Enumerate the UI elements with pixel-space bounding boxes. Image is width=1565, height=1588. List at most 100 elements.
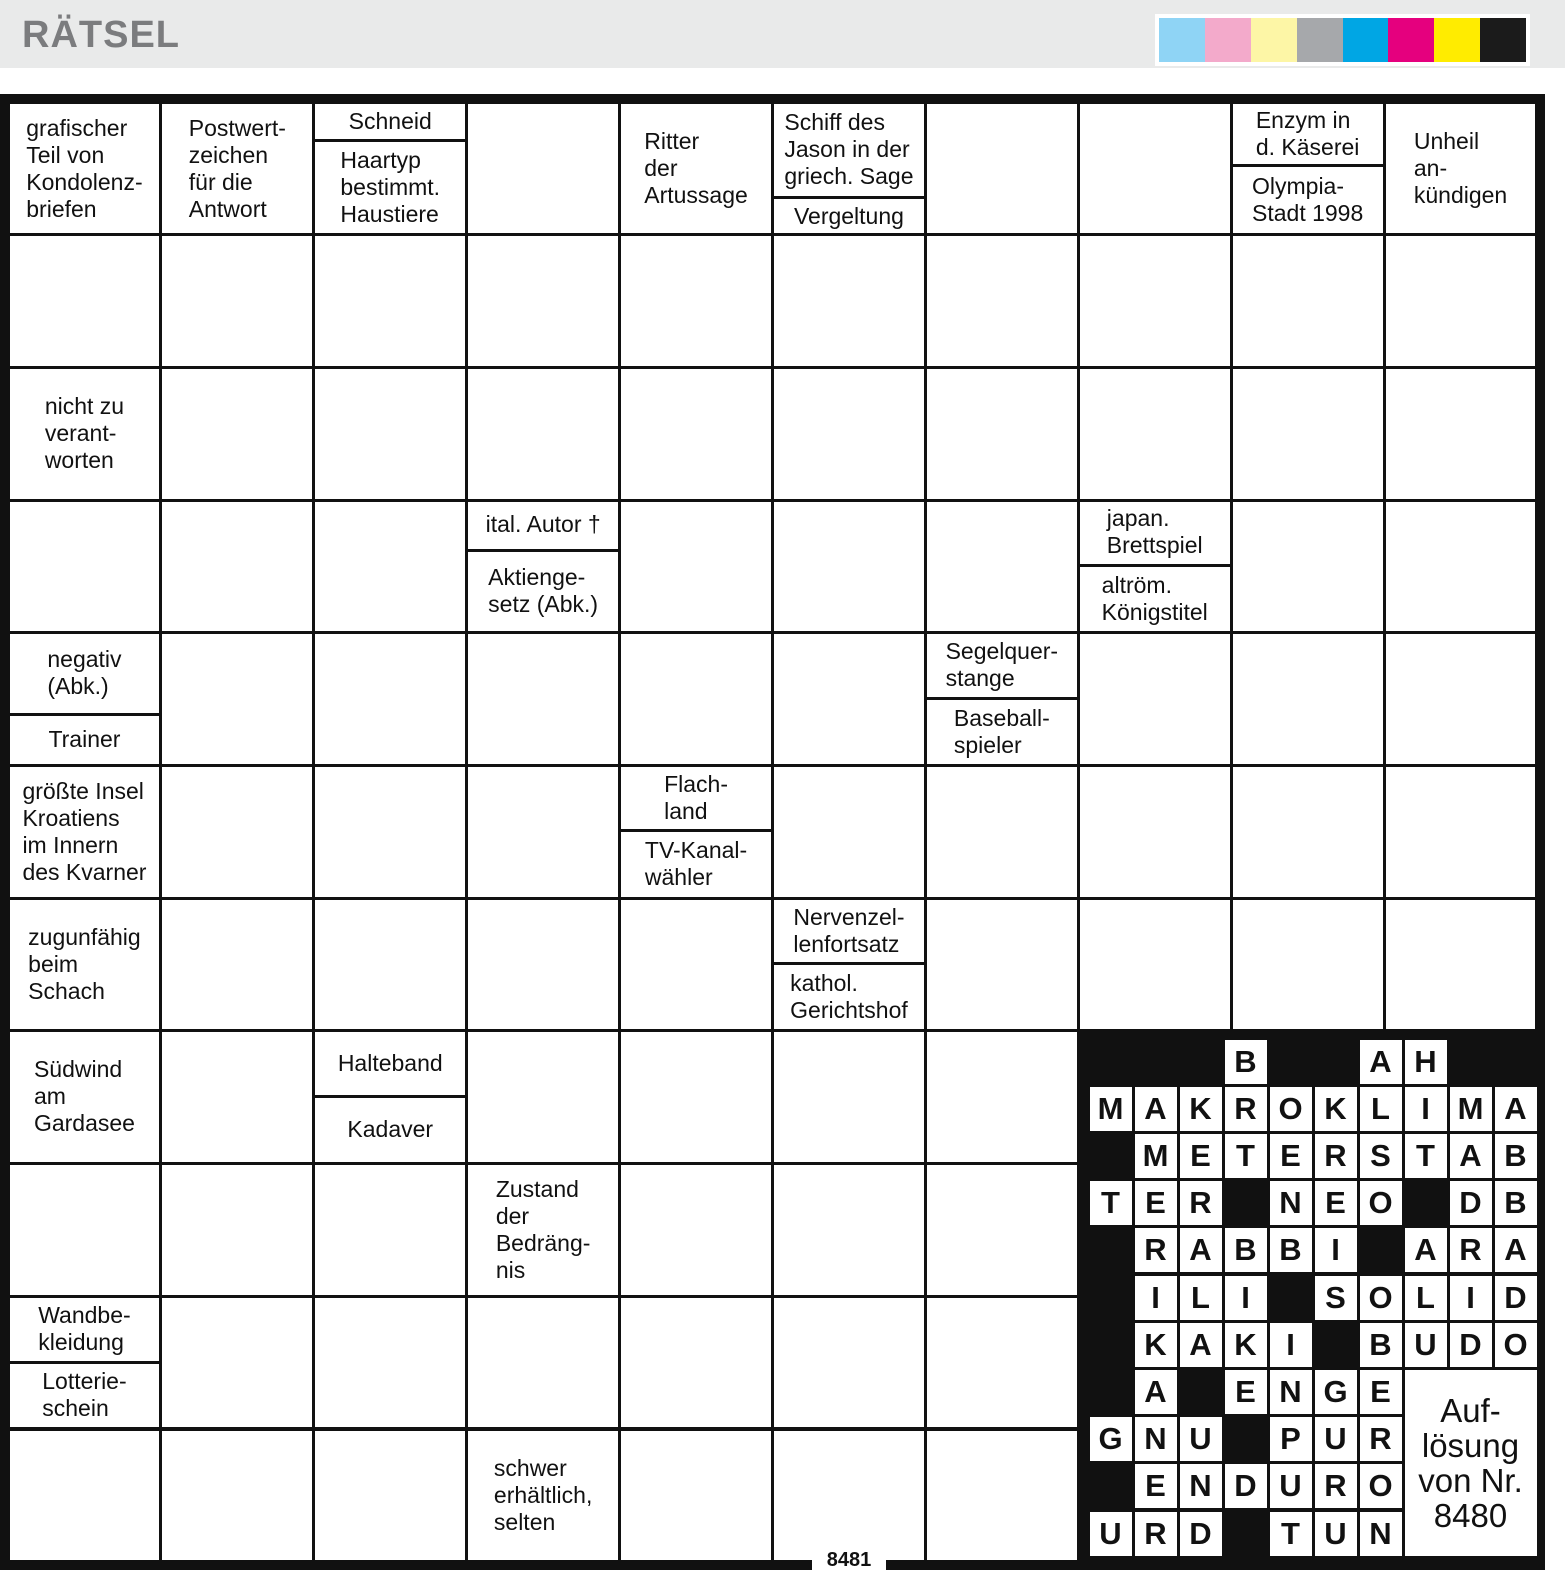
solution-letter: D — [1494, 1275, 1537, 1320]
clue-text: Kadaver — [347, 1116, 433, 1143]
solution-letter: L — [1404, 1275, 1447, 1320]
clue-line: Südwind — [33, 1056, 123, 1082]
solution-caption: Auf-lösung von Nr. 8480 — [1404, 1369, 1537, 1556]
clue: altröm. Königstitel — [1081, 566, 1228, 631]
cell — [926, 1297, 1077, 1428]
cell — [774, 236, 924, 366]
clue-line: grafischer — [26, 114, 128, 141]
clue: Enzym in d. Käserei — [1234, 103, 1381, 164]
cell — [468, 634, 619, 764]
clue: negativ (Abk.) — [11, 633, 158, 713]
clue-text: Schiff des Jason in der griech. Sage — [784, 109, 913, 190]
clue: Halteband — [317, 1031, 464, 1095]
cell — [621, 368, 771, 499]
solution-letter: R — [1314, 1133, 1357, 1179]
cell — [1232, 501, 1383, 632]
clue-line: kündigen — [1413, 182, 1508, 208]
solution-letter: S — [1359, 1133, 1402, 1179]
cell — [315, 899, 466, 1030]
cell — [9, 236, 160, 366]
cell — [162, 634, 313, 764]
clue-text: Enzym in d. Käserei — [1256, 107, 1360, 161]
clue: TV-Kanal-wähler — [623, 831, 770, 897]
solution-letter: K — [1224, 1322, 1267, 1367]
cell — [1232, 634, 1383, 764]
clue-text: schwer erhältlich, selten — [494, 1455, 592, 1536]
clue-text: Vergeltung — [794, 203, 904, 230]
clue-text: kathol. Gerichtshof — [790, 970, 908, 1024]
cell — [1385, 103, 1536, 234]
clue-line: nicht zu — [44, 392, 125, 419]
cell — [926, 368, 1077, 499]
cell — [621, 501, 771, 632]
solution-letter: U — [1269, 1464, 1312, 1509]
clue-text: Baseball-spieler — [954, 705, 1050, 759]
clue-line: altröm. — [1101, 571, 1172, 598]
clue-line: Aktienge- — [488, 564, 586, 590]
clue-line: Schneid — [348, 107, 432, 134]
cell — [774, 899, 924, 1030]
solution-letter: R — [1359, 1417, 1402, 1462]
clue-line: Baseball- — [953, 704, 1050, 731]
clue-line: Unheil — [1413, 128, 1480, 154]
clue-text: Aktienge-setz (Abk.) — [488, 564, 598, 618]
caption-line: 8480 — [1433, 1496, 1508, 1534]
cell — [926, 236, 1077, 366]
solution-letter: D — [1449, 1181, 1492, 1226]
clue-line: japan. — [1106, 505, 1170, 531]
clue: Postwert-zeichen für die Antwort — [164, 103, 311, 234]
cell — [315, 1430, 466, 1561]
solution-letter: N — [1134, 1417, 1177, 1462]
solution-letter: U — [1314, 1417, 1357, 1462]
clue-line: kathol. — [790, 969, 858, 996]
clue-text: Segelquer-stange — [946, 638, 1059, 692]
solution-letter: T — [1089, 1181, 1132, 1226]
clue-text: japan. Brettspiel — [1107, 505, 1203, 559]
clue-text: Unheil an-kündigen — [1414, 128, 1507, 209]
cell — [1079, 899, 1230, 1030]
clue-line: der — [644, 155, 678, 181]
cell — [162, 368, 313, 499]
clue-line: lenfortsatz — [793, 930, 900, 957]
clue-divider — [8, 1360, 161, 1364]
clue: größte Insel Kroatiens im Innern des Kvarne… — [11, 766, 158, 897]
cell — [621, 1032, 771, 1163]
cell — [774, 368, 924, 499]
clue: Schiff des Jason in der griech. Sage — [776, 103, 923, 196]
clue: zugunfähig beim Schach — [11, 899, 158, 1029]
solution-letter: R — [1179, 1181, 1222, 1226]
solution-letter: H — [1404, 1039, 1447, 1084]
solution-letter: R — [1224, 1086, 1267, 1131]
cell — [621, 767, 771, 897]
solution-letter: B — [1359, 1322, 1402, 1367]
cell — [9, 103, 160, 234]
clue-line: Postwert- — [188, 114, 286, 141]
solution-letter: B — [1224, 1228, 1267, 1273]
solution-letter: I — [1449, 1275, 1492, 1320]
solution-letter: D — [1224, 1464, 1267, 1509]
solution-letter: B — [1224, 1039, 1267, 1084]
solution-letter: K — [1314, 1086, 1357, 1131]
clue-line: Olympia- — [1252, 173, 1345, 199]
clue-divider — [925, 696, 1079, 700]
solution-letter: U — [1404, 1322, 1447, 1367]
clue-line: Kondolenz- — [26, 168, 143, 195]
clue-divider — [772, 195, 926, 199]
clue-line: schwer — [493, 1454, 567, 1481]
cell — [9, 1430, 160, 1561]
clue-line: am — [33, 1083, 66, 1109]
cell — [162, 1032, 313, 1163]
cell — [468, 899, 619, 1030]
cell — [621, 634, 771, 764]
cell — [468, 368, 619, 499]
solution-letter: O — [1269, 1086, 1312, 1131]
solution-letter: T — [1404, 1133, 1447, 1179]
clue: Lotterie-schein — [11, 1363, 158, 1427]
cell — [1079, 103, 1230, 234]
cell — [9, 634, 160, 764]
clue: Schneid — [317, 103, 464, 139]
clue-line: schein — [42, 1395, 109, 1421]
clue-line: ital. Autor † — [485, 511, 601, 537]
clue-text: ital. Autor † — [486, 511, 601, 538]
cell — [1232, 368, 1383, 499]
